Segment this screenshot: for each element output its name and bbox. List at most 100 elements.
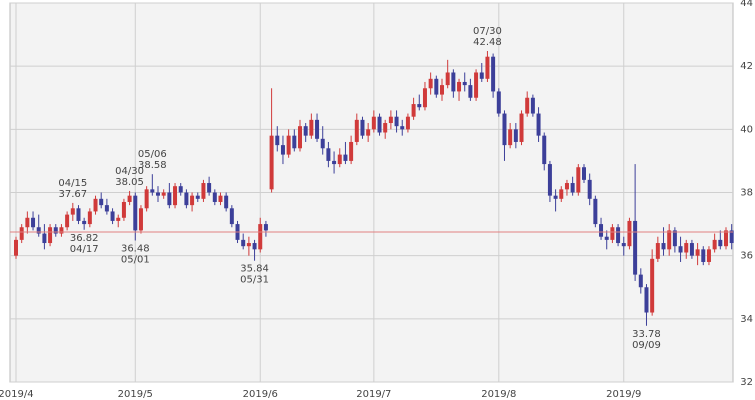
candle-body [706,249,711,262]
candle-body [337,154,342,165]
candle-body [689,243,694,256]
candle-body [42,233,47,244]
candle-body [576,167,581,193]
annotation-value: 38.58 [138,160,167,171]
candle-body [93,198,98,212]
candle-body [644,287,649,313]
candle-body [246,243,251,247]
candle-body [76,208,81,221]
annotation-value: 37.67 [58,189,87,200]
candle-body [462,81,467,86]
annotation-value: 33.78 [632,329,661,340]
annotation-value: 42.48 [473,37,502,48]
candle-body [144,189,149,209]
candle-body [485,56,490,79]
candle-body [19,227,24,240]
candle-body [417,104,422,108]
candle-body [474,72,479,98]
candle-body [604,236,609,240]
candle-body [59,227,64,234]
candle-body [263,224,268,231]
candle-body [360,119,365,136]
candle-body [627,220,632,247]
candle-body [661,243,666,250]
candle-body [36,227,41,234]
candle-body [366,129,371,136]
candle-body [156,192,160,196]
candle-body [587,179,592,199]
candle-body [178,186,183,193]
candle-body [650,258,655,313]
candle-body [173,186,178,206]
candle-body [547,164,552,196]
candle-body [212,192,217,202]
candle-body [269,135,274,190]
candle-body [701,249,706,262]
candle-body [65,214,70,228]
candle-body [241,239,246,247]
candle-body [280,145,285,155]
annotation-date: 09/09 [632,340,661,351]
candle-body [411,104,416,117]
x-tick-label: 2019/6 [243,389,278,400]
candle-body [354,119,359,142]
candle-body [14,239,18,256]
candle-body [616,227,621,244]
candle-body [258,224,263,250]
candle-body [343,154,348,161]
candle-body [422,88,427,108]
annotation-date: 04/15 [58,178,87,189]
annotation-date: 05/06 [138,149,167,160]
candle-body [621,243,626,247]
candle-body [672,230,677,247]
candle-body [684,243,689,253]
candle-body [315,119,320,139]
candle-body [610,227,615,240]
candle-body [542,135,547,165]
candle-body [110,211,115,221]
candle-body [513,129,518,142]
candle-body [479,72,484,79]
candle-body [582,167,586,180]
candle-body [320,138,325,149]
candle-body [133,195,138,231]
candle-body [519,113,524,142]
candle-body [229,208,234,225]
candle-body [303,126,308,136]
candle-body [161,192,166,196]
candle-body [559,189,564,199]
candle-body [292,135,297,149]
candle-body [496,91,501,114]
candle-body [383,123,388,133]
candle-body [394,116,399,127]
y-tick-label: 36 [740,251,753,262]
x-tick-label: 2019/5 [118,389,153,400]
candle-body [718,239,723,247]
candle-body [655,243,660,259]
candle-body [502,113,507,146]
candle-body [252,243,257,250]
candle-body [525,97,530,114]
candle-body [434,78,439,95]
candle-body [70,208,75,215]
candle-body [570,183,575,193]
y-tick-label: 32 [740,377,753,388]
annotation-date: 07/30 [473,26,502,37]
candle-body [167,192,172,206]
candle-body [127,195,132,202]
y-tick-label: 44 [740,0,753,9]
candle-body [349,141,354,161]
annotation-date: 05/31 [240,275,269,286]
candle-body [451,72,456,92]
candle-body [440,85,444,95]
candle-body [599,224,604,237]
candle-body [116,217,121,221]
candle-body [530,97,535,114]
candle-body [468,85,473,98]
annotation-date: 04/17 [70,244,99,255]
candle-body [564,183,569,190]
candle-body [667,230,672,250]
candle-body [388,116,393,124]
y-tick-label: 34 [740,314,753,325]
